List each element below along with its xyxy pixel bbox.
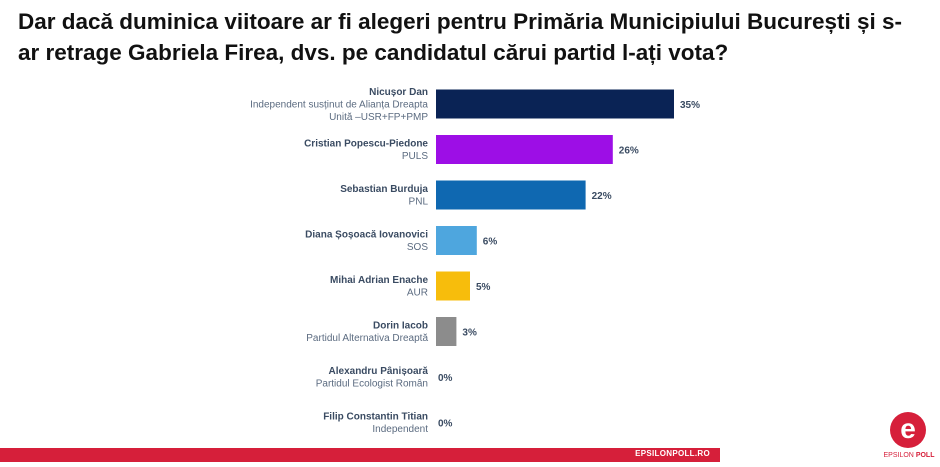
logo-e-icon: e xyxy=(890,412,926,448)
data-label: 22% xyxy=(592,191,612,202)
candidate-name: Mihai Adrian Enache xyxy=(330,275,428,286)
candidate-party: SOS xyxy=(407,242,428,253)
data-label: 26% xyxy=(619,146,639,157)
candidate-party: Independent xyxy=(372,424,428,435)
logo-word-epsilon: EPSILON xyxy=(883,452,914,459)
candidate-party: AUR xyxy=(407,288,428,299)
bar xyxy=(436,135,613,164)
candidate-name: Nicușor Dan xyxy=(369,87,428,98)
epsilon-poll-logo: e EPSILON POLL xyxy=(880,412,938,467)
footer-url[interactable]: EPSILONPOLL.RO xyxy=(635,449,710,458)
candidate-name: Filip Constantin Titian xyxy=(323,412,428,423)
logo-word-poll: POLL xyxy=(915,452,935,459)
data-label: 0% xyxy=(438,419,453,430)
candidate-name: Diana Șoșoacă Iovanovici xyxy=(305,230,428,241)
candidate-name: Cristian Popescu-Piedone xyxy=(304,139,428,150)
bar xyxy=(436,226,477,255)
candidate-party: PNL xyxy=(409,197,429,208)
data-label: 6% xyxy=(483,237,498,248)
bar xyxy=(436,271,470,301)
chart-title: Dar dacă duminica viitoare ar fi alegeri… xyxy=(18,9,903,65)
bar xyxy=(436,317,457,346)
bar xyxy=(436,180,586,210)
candidate-party: Independent susținut de Alianța Dreapta xyxy=(250,99,428,110)
data-label: 35% xyxy=(680,100,700,111)
candidate-name: Sebastian Burduja xyxy=(340,184,428,195)
bar xyxy=(436,89,674,119)
candidate-party: Partidul Alternativa Dreaptă xyxy=(306,333,428,344)
data-label: 5% xyxy=(476,282,491,293)
candidate-party: Partidul Ecologist Român xyxy=(316,379,428,390)
logo-wordmark: EPSILON POLL xyxy=(880,452,938,459)
candidate-party: PULS xyxy=(402,151,428,162)
data-label: 3% xyxy=(462,328,477,339)
candidate-name: Dorin Iacob xyxy=(373,321,428,332)
candidate-name: Alexandru Pânișoară xyxy=(329,366,429,377)
candidate-party: Unită –USR+FP+PMP xyxy=(329,112,428,123)
footer-bar: EPSILONPOLL.RO xyxy=(0,448,720,462)
data-label: 0% xyxy=(438,373,453,384)
